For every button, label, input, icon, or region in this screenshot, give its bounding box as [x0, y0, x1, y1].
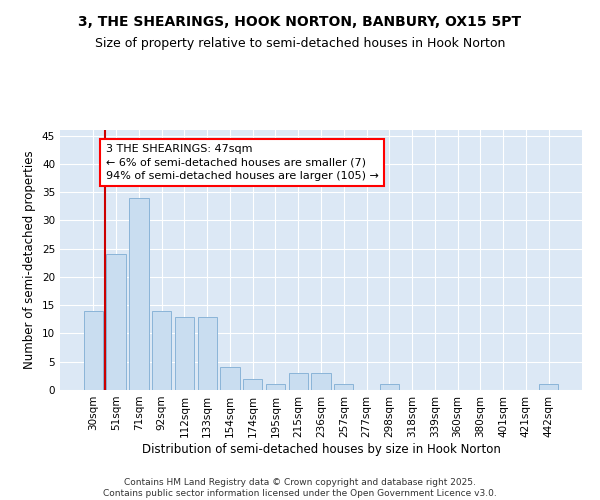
Bar — [84, 311, 103, 390]
Text: Size of property relative to semi-detached houses in Hook Norton: Size of property relative to semi-detach… — [95, 38, 505, 51]
Bar — [334, 384, 353, 390]
Text: 3, THE SHEARINGS, HOOK NORTON, BANBURY, OX15 5PT: 3, THE SHEARINGS, HOOK NORTON, BANBURY, … — [79, 15, 521, 29]
Y-axis label: Number of semi-detached properties: Number of semi-detached properties — [23, 150, 37, 370]
Bar — [129, 198, 149, 390]
Bar — [220, 368, 239, 390]
Text: Contains HM Land Registry data © Crown copyright and database right 2025.
Contai: Contains HM Land Registry data © Crown c… — [103, 478, 497, 498]
Bar — [380, 384, 399, 390]
Bar — [266, 384, 285, 390]
Bar — [175, 316, 194, 390]
Bar — [311, 373, 331, 390]
Bar — [197, 316, 217, 390]
Bar — [539, 384, 558, 390]
Bar — [106, 254, 126, 390]
Bar — [289, 373, 308, 390]
Text: 3 THE SHEARINGS: 47sqm
← 6% of semi-detached houses are smaller (7)
94% of semi-: 3 THE SHEARINGS: 47sqm ← 6% of semi-deta… — [106, 144, 379, 180]
Bar — [243, 378, 262, 390]
X-axis label: Distribution of semi-detached houses by size in Hook Norton: Distribution of semi-detached houses by … — [142, 442, 500, 456]
Bar — [152, 311, 172, 390]
